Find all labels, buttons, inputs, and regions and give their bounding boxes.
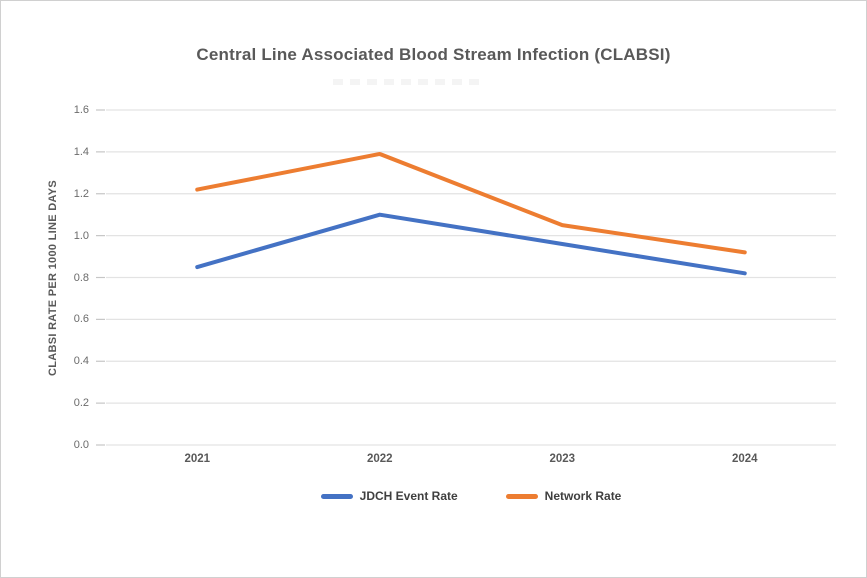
- x-tick-label: 2022: [366, 453, 393, 465]
- legend-item-network-rate: Network Rate: [505, 489, 622, 503]
- y-tick-label: 1.0: [73, 229, 89, 242]
- y-tick-label: 0.2: [73, 397, 89, 410]
- series-line-network-rate: [195, 151, 747, 255]
- x-tick-label: 2023: [549, 453, 576, 465]
- y-tick-label: 0.0: [73, 439, 89, 451]
- chart-title: Central Line Associated Blood Stream Inf…: [196, 45, 671, 64]
- legend: JDCH Event Rate Network Rate: [106, 489, 836, 503]
- legend-line-swatch-icon: [505, 493, 538, 499]
- y-tick-label: 0.8: [73, 271, 89, 284]
- plot-area: [96, 109, 836, 446]
- y-tick-label: 1.6: [73, 104, 89, 116]
- y-tick-label: 1.2: [73, 187, 89, 200]
- legend-label: JDCH Event Rate: [359, 489, 458, 503]
- x-tick-label: 2021: [184, 453, 211, 465]
- legend-line-swatch-icon: [320, 493, 353, 499]
- y-tick-label: 0.6: [73, 313, 89, 326]
- faded-subtitle-artifact: [333, 79, 481, 85]
- y-tick-label: 1.4: [73, 145, 89, 158]
- y-tick-label: 0.4: [73, 355, 89, 368]
- series-line-jdch-event-rate: [195, 212, 747, 276]
- legend-item-jdch-event-rate: JDCH Event Rate: [320, 489, 458, 503]
- x-tick-label: 2024: [731, 453, 758, 465]
- legend-label: Network Rate: [544, 489, 622, 503]
